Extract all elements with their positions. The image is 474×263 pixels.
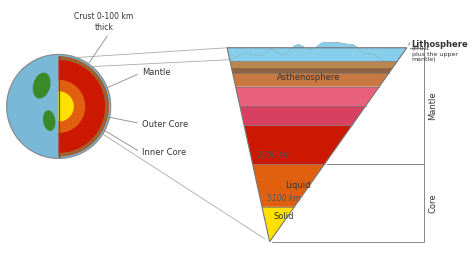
- Ellipse shape: [59, 141, 74, 151]
- Wedge shape: [12, 60, 59, 153]
- Wedge shape: [59, 56, 109, 156]
- Wedge shape: [59, 80, 85, 133]
- Text: Solid: Solid: [273, 212, 293, 221]
- Polygon shape: [231, 68, 392, 73]
- Ellipse shape: [59, 141, 74, 151]
- Text: 5100 km: 5100 km: [267, 194, 301, 203]
- Polygon shape: [244, 125, 352, 164]
- Ellipse shape: [43, 110, 55, 131]
- Polygon shape: [240, 106, 365, 125]
- Ellipse shape: [33, 73, 51, 99]
- Text: Mantle: Mantle: [142, 68, 171, 77]
- Circle shape: [12, 60, 105, 153]
- Polygon shape: [253, 164, 325, 207]
- Circle shape: [44, 91, 74, 122]
- Polygon shape: [227, 42, 407, 61]
- Polygon shape: [227, 48, 407, 61]
- Wedge shape: [7, 54, 59, 159]
- Text: Lithosphere: Lithosphere: [411, 40, 468, 49]
- Circle shape: [7, 54, 111, 159]
- Wedge shape: [59, 60, 105, 153]
- Polygon shape: [233, 73, 389, 87]
- Polygon shape: [236, 87, 379, 106]
- Wedge shape: [59, 60, 105, 153]
- Polygon shape: [262, 207, 294, 242]
- Ellipse shape: [43, 110, 55, 131]
- Polygon shape: [230, 61, 397, 73]
- Polygon shape: [227, 42, 407, 61]
- Polygon shape: [231, 64, 395, 68]
- Text: Crust 0-100 km
thick: Crust 0-100 km thick: [74, 12, 134, 32]
- Text: Mantle: Mantle: [428, 92, 438, 120]
- Text: Inner Core: Inner Core: [142, 148, 186, 157]
- Text: Outer Core: Outer Core: [142, 120, 188, 129]
- Text: Asthenosphere: Asthenosphere: [277, 73, 341, 82]
- Ellipse shape: [33, 73, 51, 99]
- Wedge shape: [59, 91, 74, 122]
- Text: Core: Core: [428, 193, 438, 213]
- Circle shape: [32, 80, 85, 133]
- Text: Liquid: Liquid: [285, 181, 310, 190]
- Text: 2900 km: 2900 km: [257, 151, 291, 160]
- Text: (crust
plus the upper
mantle): (crust plus the upper mantle): [411, 46, 457, 63]
